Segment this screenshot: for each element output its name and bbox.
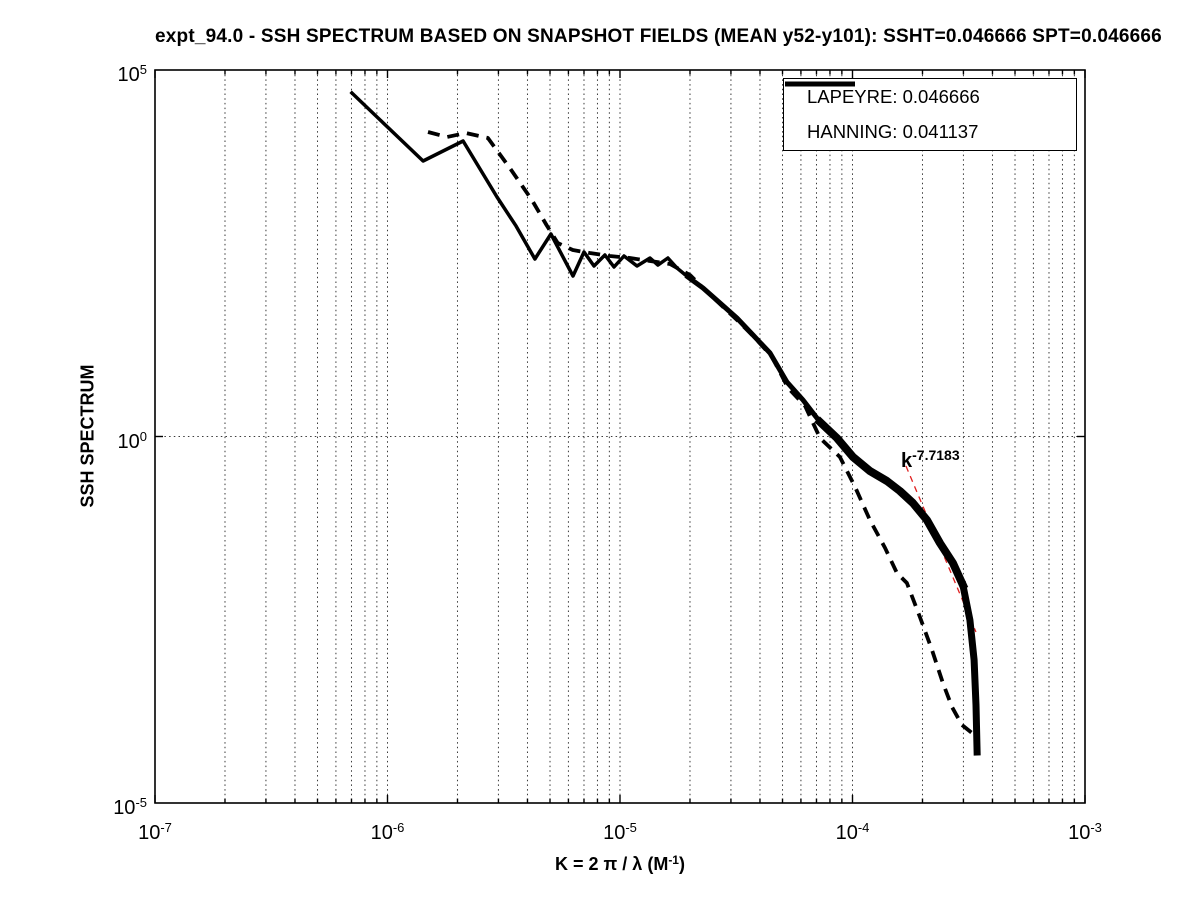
y-tick-label: 105	[53, 56, 147, 89]
y-tick-base: 10	[117, 430, 140, 453]
legend-label-lapeyre: LAPEYRE: 0.046666	[807, 85, 980, 107]
x-tick-exponent: -3	[1090, 820, 1102, 835]
x-tick-label: 10-3	[1040, 815, 1130, 846]
slope-annotation-exponent: -7.7183	[912, 447, 960, 463]
legend-label-hanning: HANNING: 0.041137	[807, 121, 979, 143]
legend-row-hanning: HANNING: 0.041137	[784, 81, 1076, 148]
series-lapeyre	[958, 580, 981, 756]
axis-box	[154, 69, 1086, 804]
x-axis-label-sup: -1	[668, 853, 679, 867]
x-axis-label-main: K = 2 π / λ (M	[555, 854, 669, 874]
x-tick-label: 10-6	[343, 815, 433, 846]
x-axis-label: K = 2 π / λ (M-1)	[155, 853, 1085, 875]
x-tick-base: 10	[370, 822, 393, 844]
x-tick-base: 10	[835, 822, 858, 844]
x-tick-exponent: -4	[857, 820, 870, 835]
series-lapeyre	[684, 273, 824, 426]
x-tick-base: 10	[1068, 822, 1091, 844]
x-tick-exponent: -6	[392, 820, 405, 835]
series-lapeyre	[349, 90, 691, 280]
x-tick-exponent: -7	[160, 820, 172, 835]
dashed-line-sample-icon	[785, 81, 855, 87]
series-lapeyre	[814, 416, 969, 591]
x-tick-exponent: -5	[625, 820, 637, 835]
y-tick-label: 10-5	[53, 789, 147, 822]
slope-annotation: k-7.7183	[901, 447, 960, 473]
y-tick-base: 10	[117, 64, 140, 86]
x-tick-label: 10-5	[575, 815, 665, 846]
series-hanning	[427, 130, 978, 739]
y-tick-label: 100	[53, 423, 147, 456]
y-tick-exponent: -5	[135, 795, 147, 810]
y-tick-exponent: 5	[139, 62, 147, 77]
slope-annotation-base: k	[901, 450, 913, 472]
x-tick-base: 10	[138, 822, 161, 844]
x-tick-label: 10-7	[110, 815, 200, 846]
x-tick-label: 10-4	[808, 815, 898, 846]
chart-title: expt_94.0 - SSH SPECTRUM BASED ON SNAPSH…	[155, 26, 1162, 47]
y-tick-exponent: 0	[139, 428, 147, 444]
y-tick-base: 10	[113, 797, 136, 819]
x-tick-base: 10	[603, 822, 626, 844]
legend: LAPEYRE: 0.046666 HANNING: 0.041137	[783, 78, 1077, 151]
x-axis-label-close: )	[678, 854, 685, 874]
